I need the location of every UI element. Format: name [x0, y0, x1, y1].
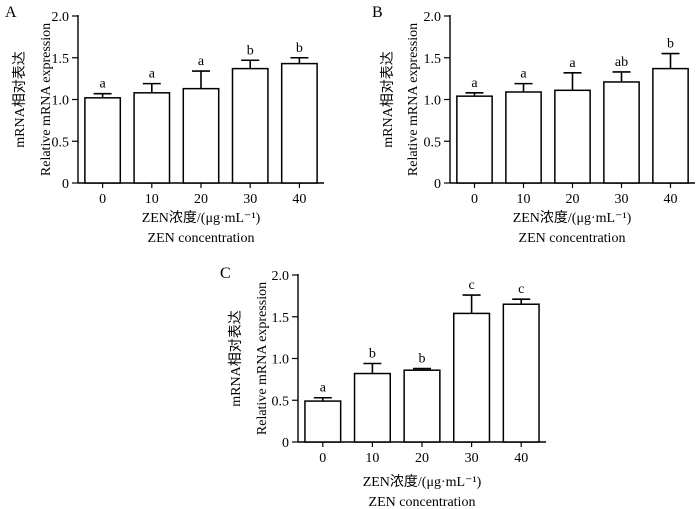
x-tick-label: 0	[99, 192, 106, 207]
panel-b: B 0 0.5 1.0 1.5 2.0 a 0 a 10 a 20 ab 30 b 40 mRNA相对表达 Rel…	[372, 4, 695, 246]
x-tick-label: 40	[514, 451, 528, 466]
y-axis-title-cn: mRNA相对表达	[12, 51, 28, 147]
bar	[603, 81, 640, 184]
y-tick-label: 0.5	[272, 394, 290, 409]
x-tick-label: 20	[194, 192, 208, 207]
bar	[456, 95, 493, 184]
significance-letter: a	[569, 56, 576, 71]
panel-label: C	[220, 265, 231, 282]
x-axis-title-en: ZEN concentration	[519, 231, 626, 246]
panel-a: A 0 0.5 1.0 1.5 2.0 a 0 a 10 a 20 b 30 b 40 mRNA相对表达 Rela…	[5, 4, 324, 246]
significance-letter: a	[320, 381, 327, 396]
y-tick-label: 2.0	[272, 269, 290, 284]
bar	[84, 97, 122, 184]
significance-letter: c	[518, 282, 524, 297]
y-axis-title-cn: mRNA相对表达	[380, 51, 396, 147]
significance-letter: a	[471, 76, 478, 91]
y-axis-title-en: Relative mRNA expression	[39, 23, 54, 176]
y-tick-label: 1.0	[424, 94, 442, 109]
panel-c: C 0 0.5 1.0 1.5 2.0 a 0 b 10 b 20 c 30 c 40 mRNA相对表达 Rela…	[220, 265, 546, 509]
y-tick-label: 0	[434, 177, 441, 192]
x-axis-title-en: ZEN concentration	[369, 495, 476, 509]
bar	[231, 67, 269, 184]
y-tick-label: 2.0	[52, 10, 70, 25]
x-tick-label: 30	[615, 192, 629, 207]
significance-letter: b	[369, 347, 376, 362]
significance-letter: b	[667, 37, 674, 52]
significance-letter: a	[520, 67, 527, 82]
x-tick-label: 10	[517, 192, 531, 207]
y-tick-label: 0.5	[52, 135, 70, 150]
bar	[652, 67, 689, 184]
bar	[452, 312, 491, 443]
x-tick-label: 30	[243, 192, 257, 207]
x-axis-title-cn: ZEN浓度/(μg·mL⁻¹)	[363, 474, 482, 490]
bar	[133, 92, 171, 184]
x-axis-title-en: ZEN concentration	[148, 231, 255, 246]
y-axis-title-cn: mRNA相对表达	[228, 310, 244, 406]
bar	[280, 62, 318, 184]
y-axis-title-en: Relative mRNA expression	[406, 23, 421, 176]
x-tick-label: 10	[145, 192, 159, 207]
bar	[505, 91, 542, 184]
y-tick-label: 0	[282, 436, 289, 451]
x-axis-title-cn: ZEN浓度/(μg·mL⁻¹)	[142, 210, 261, 226]
y-tick-label: 0	[62, 177, 69, 192]
significance-letter: b	[419, 352, 426, 367]
x-axis-title-cn: ZEN浓度/(μg·mL⁻¹)	[513, 210, 632, 226]
significance-letter: b	[247, 43, 254, 58]
y-tick-label: 1.5	[52, 52, 70, 67]
x-tick-label: 10	[365, 451, 379, 466]
y-tick-label: 0.5	[424, 135, 442, 150]
bar	[182, 87, 220, 184]
bar	[502, 303, 540, 443]
x-tick-label: 0	[319, 451, 326, 466]
bar	[403, 369, 441, 443]
x-tick-label: 30	[465, 451, 479, 466]
significance-letter: b	[296, 41, 303, 56]
significance-letter: c	[468, 278, 474, 293]
y-tick-label: 1.0	[52, 94, 70, 109]
bar	[554, 89, 591, 184]
y-tick-label: 1.5	[272, 311, 290, 326]
significance-letter: ab	[615, 55, 628, 70]
y-tick-label: 1.0	[272, 353, 290, 368]
y-tick-label: 2.0	[424, 10, 442, 25]
panel-label: B	[372, 4, 383, 21]
y-axis-title-en: Relative mRNA expression	[255, 282, 270, 435]
significance-letter: a	[99, 77, 106, 92]
significance-letter: a	[149, 67, 156, 82]
bar	[353, 372, 392, 443]
x-tick-label: 40	[292, 192, 306, 207]
x-tick-label: 20	[415, 451, 429, 466]
significance-letter: a	[198, 54, 205, 69]
y-tick-label: 1.5	[424, 52, 442, 67]
x-tick-label: 0	[471, 192, 478, 207]
bar	[304, 400, 342, 443]
x-tick-label: 40	[664, 192, 678, 207]
panel-label: A	[5, 4, 17, 21]
x-tick-label: 20	[566, 192, 580, 207]
